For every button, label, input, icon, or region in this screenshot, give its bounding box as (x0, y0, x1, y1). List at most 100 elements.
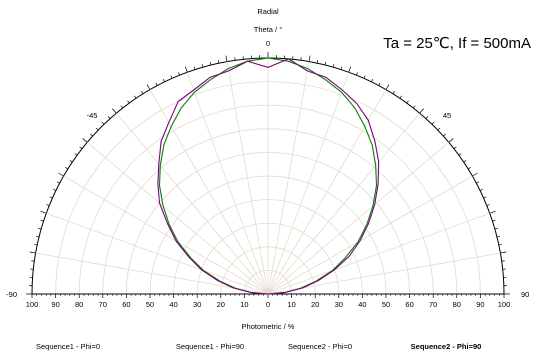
angle-tick (101, 121, 105, 125)
radial-title: Radial (257, 7, 279, 16)
angle-tick (95, 127, 99, 131)
angle-tick (74, 153, 78, 156)
angle-tick (443, 133, 446, 137)
angle-tick (458, 153, 462, 156)
radial-tick-label: 90 (51, 300, 59, 309)
angle-tick (162, 79, 165, 83)
radial-tick-label: 70 (429, 300, 437, 309)
grid-spoke--60 (63, 175, 269, 295)
angle-tick (498, 243, 502, 246)
angle-tick (356, 72, 358, 76)
radial-tick-label: 100 (26, 300, 39, 309)
angle-tick (65, 167, 69, 170)
angle-tick (332, 64, 335, 68)
grid-spoke--40 (115, 112, 269, 295)
angle-tick (225, 55, 228, 62)
angle-tick (486, 204, 490, 206)
angle-tick (392, 91, 395, 95)
angle-tick (316, 60, 319, 64)
radial-tick-label: 20 (217, 300, 225, 309)
radial-tick-label: 30 (335, 300, 343, 309)
angle-tick (49, 196, 53, 199)
radial-tick-label: 40 (358, 300, 366, 309)
angle-tick (406, 100, 409, 104)
angle-tick (431, 121, 435, 125)
angle-tick (29, 251, 36, 254)
radial-tick-label: 70 (99, 300, 107, 309)
angle-tick (90, 133, 93, 137)
angle-tick (348, 66, 352, 73)
legend-item-seq2-phi0: Sequence2 - Phi=0 (288, 342, 352, 351)
grid-spoke-20 (267, 72, 350, 295)
angle-tick (371, 79, 374, 83)
legend-item-seq1-phi90: Sequence1 - Phi=90 (176, 342, 244, 351)
angle-tick (193, 66, 196, 70)
radial-tick-label: 40 (169, 300, 177, 309)
angle-tick (483, 196, 487, 199)
legend-item-seq1-phi0: Sequence1 - Phi=0 (36, 342, 100, 351)
angle-tick (170, 75, 173, 79)
theta-label: Theta / ° (254, 25, 282, 34)
angle-tick (155, 82, 158, 86)
angle-tick (46, 204, 50, 206)
angle-tick (209, 62, 212, 66)
angle-tick (308, 55, 311, 62)
angle-tick (38, 227, 42, 230)
angle-tick (500, 251, 507, 254)
angle-tick (82, 138, 88, 143)
radial-tick-label: 60 (122, 300, 130, 309)
radial-tick-label: 60 (405, 300, 413, 309)
polar-grid (31, 57, 505, 295)
angle-tick (58, 172, 64, 177)
angle-tick (399, 95, 402, 99)
angle-tick (201, 64, 204, 68)
series-line-1 (157, 58, 380, 295)
angle-tick (472, 172, 478, 177)
grid-spoke-60 (267, 175, 473, 295)
radial-tick-label: 90 (476, 300, 484, 309)
angle-tick (437, 127, 441, 131)
angle-tick (453, 146, 457, 149)
angle-tick (378, 82, 381, 86)
angle-label-90: 90 (521, 290, 529, 299)
radial-tick-label: 50 (146, 300, 154, 309)
grid-spoke-50 (267, 141, 450, 295)
angle-tick (120, 105, 123, 109)
angle-label-minus45: -45 (87, 111, 98, 120)
condition-text: Ta = 25℃, If = 500mA (383, 35, 531, 52)
radial-tick-label: 100 (498, 300, 511, 309)
angle-tick (463, 160, 467, 163)
angle-label-minus90: -90 (6, 290, 17, 299)
angle-tick (79, 146, 83, 149)
angle-tick (467, 167, 471, 170)
grid-spoke--70 (46, 212, 269, 295)
radial-ticks: 100 90 80 70 60 50 40 30 20 10 0 10 20 30 40 50 60 70 80 90… (26, 52, 511, 309)
radial-tick-label: 10 (240, 300, 248, 309)
grid-spoke--30 (149, 89, 269, 295)
angle-tick (107, 116, 111, 119)
radial-tick-label: 30 (193, 300, 201, 309)
angle-tick (492, 219, 496, 222)
angle-tick (340, 66, 343, 70)
angle-tick (112, 108, 117, 114)
grid-spoke-10 (267, 61, 310, 295)
angle-tick (56, 181, 60, 184)
angle-tick (324, 62, 327, 66)
radial-tick-label: 50 (382, 300, 390, 309)
angle-tick (413, 105, 416, 109)
angle-tick (479, 188, 483, 191)
angle-label-45: 45 (443, 111, 451, 120)
angle-tick (363, 75, 366, 79)
grid-spoke-40 (267, 112, 421, 295)
angle-tick (476, 181, 480, 184)
angle-tick (34, 243, 38, 246)
radial-tick-label: 10 (287, 300, 295, 309)
angle-tick (40, 210, 47, 214)
angle-tick (419, 108, 424, 114)
grid-spoke-70 (267, 212, 490, 295)
angle-tick (184, 66, 188, 73)
angle-tick (489, 210, 496, 214)
angle-tick (146, 84, 151, 90)
grid-spoke-80 (267, 252, 501, 295)
